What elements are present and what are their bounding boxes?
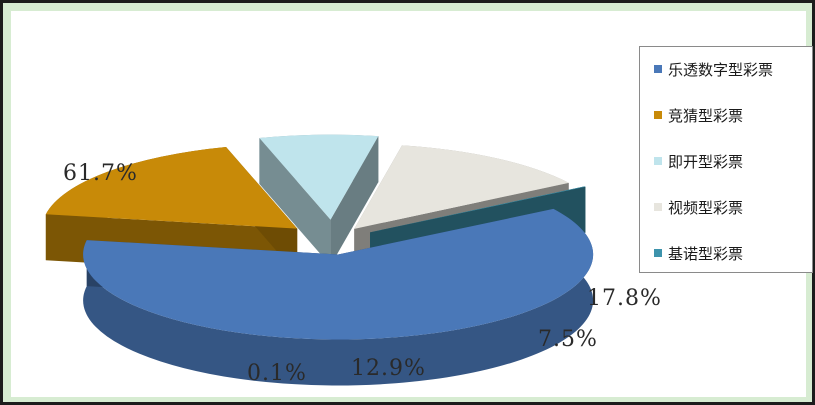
pie-chart xyxy=(45,134,594,386)
slice-lottery-side xyxy=(83,208,594,386)
legend: 乐透数字型彩票 竞猜型彩票 即开型彩票 视频型彩票 基诺型彩票 xyxy=(639,46,813,273)
slice-keno-top xyxy=(370,186,586,233)
legend-item-instant: 即开型彩票 xyxy=(654,151,743,171)
slice-instant xyxy=(259,134,379,266)
legend-swatch xyxy=(654,111,662,119)
plot-area: 61.7% 17.8% 7.5% 12.9% 0.1% 乐透数字型彩票 竞猜型彩… xyxy=(11,11,813,397)
legend-label: 竞猜型彩票 xyxy=(668,106,744,125)
legend-label: 视频型彩票 xyxy=(668,198,744,217)
slice-instant-edge xyxy=(330,136,379,266)
legend-item-lottery: 乐透数字型彩票 xyxy=(654,59,773,79)
data-label-keno: 0.1% xyxy=(247,361,307,386)
slice-instant-top xyxy=(259,134,379,220)
slice-instant-edge xyxy=(259,138,331,266)
legend-swatch xyxy=(654,157,662,165)
legend-item-video: 视频型彩票 xyxy=(654,197,743,217)
legend-item-keno: 基诺型彩票 xyxy=(654,243,743,263)
legend-item-sports: 竞猜型彩票 xyxy=(654,105,743,125)
legend-label: 即开型彩票 xyxy=(668,152,744,171)
slice-sports-top xyxy=(45,146,298,229)
legend-label: 乐透数字型彩票 xyxy=(668,60,774,79)
data-label-lottery: 61.7% xyxy=(63,161,138,186)
data-label-sports: 17.8% xyxy=(587,286,662,311)
legend-label: 基诺型彩票 xyxy=(668,244,744,263)
slice-video-top xyxy=(354,145,569,229)
slice-lottery-top xyxy=(83,208,594,340)
data-label-instant: 7.5% xyxy=(538,327,598,352)
legend-swatch xyxy=(654,65,662,73)
slice-lottery xyxy=(83,208,594,386)
legend-swatch xyxy=(654,249,662,257)
data-label-video: 12.9% xyxy=(351,356,426,381)
legend-swatch xyxy=(654,203,662,211)
